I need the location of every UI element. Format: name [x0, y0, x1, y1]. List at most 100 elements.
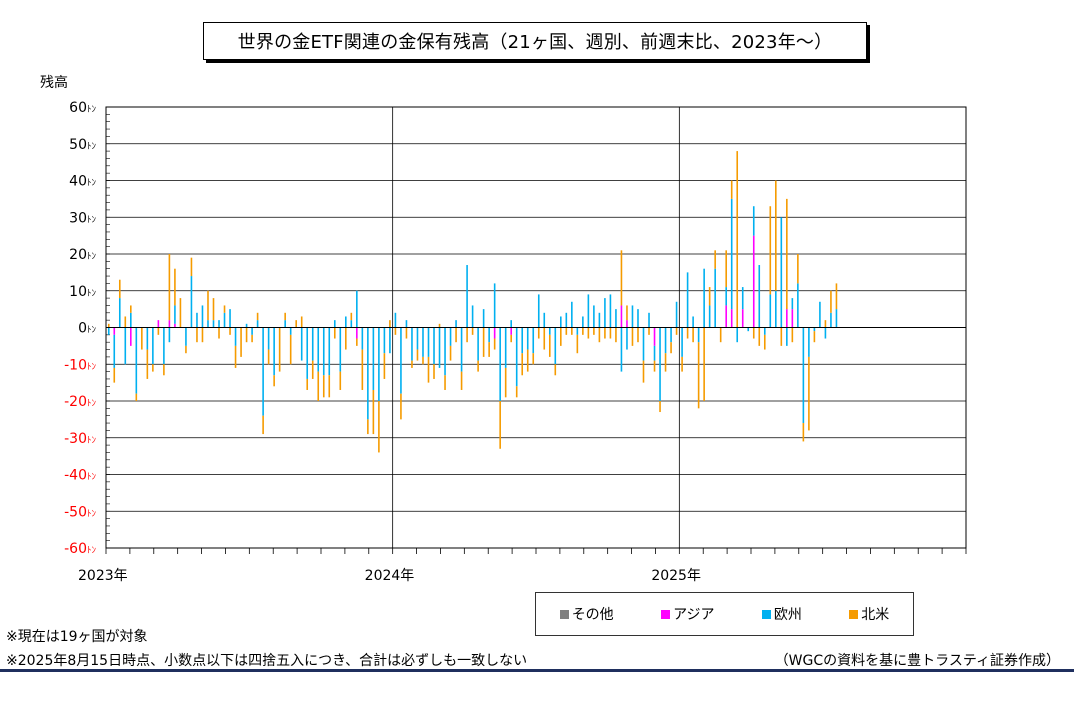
- legend-item-north-america: 北米: [849, 604, 889, 624]
- bar-北米: [830, 290, 832, 313]
- bar-北米: [455, 327, 457, 343]
- bar-欧州: [642, 327, 645, 361]
- bar-アジア: [626, 320, 628, 328]
- bar-欧州: [835, 309, 838, 328]
- bar-北米: [808, 356, 810, 431]
- bar-北米: [207, 290, 209, 321]
- bar-北米: [780, 327, 783, 346]
- bar-欧州: [146, 327, 149, 350]
- bar-欧州: [752, 206, 755, 236]
- bar-欧州: [284, 320, 286, 328]
- bar-北米: [532, 353, 535, 365]
- bar-アジア: [113, 327, 116, 335]
- bar-欧州: [372, 327, 375, 390]
- note-date-rounding: ※2025年8月15日時点、小数点以下は四捨五入につき、合計は必ずしも一致しない: [6, 653, 528, 669]
- bar-北米: [537, 327, 540, 339]
- bar-北米: [306, 378, 309, 390]
- y-tick-label: -20ﾄﾝ: [64, 394, 96, 410]
- bar-北米: [637, 327, 639, 343]
- bar-北米: [791, 327, 794, 343]
- bar-北米: [201, 327, 204, 343]
- y-tick-label: 40ﾄﾝ: [69, 174, 96, 190]
- y-tick-value: 40: [69, 174, 87, 190]
- bar-北米: [389, 320, 391, 328]
- y-axis-label: 残高: [40, 75, 68, 91]
- bar-欧州: [510, 320, 512, 328]
- bar-北米: [212, 298, 215, 321]
- bar-北米: [493, 338, 496, 350]
- bar-欧州: [758, 265, 761, 328]
- bar-欧州: [482, 309, 485, 328]
- bar-欧州: [405, 320, 408, 328]
- legend-item-asia: アジア: [661, 604, 715, 624]
- bar-欧州: [416, 327, 419, 350]
- bar-アジア: [752, 235, 755, 328]
- x-year-label: 2023年: [78, 568, 128, 584]
- bar-北米: [444, 375, 446, 390]
- bar-北米: [587, 327, 590, 339]
- bar-北米: [466, 327, 468, 343]
- y-tick-label: 30ﾄﾝ: [69, 210, 96, 226]
- bar-北米: [383, 353, 386, 379]
- bar-欧州: [130, 312, 132, 328]
- bar-北米: [422, 356, 424, 365]
- bar-欧州: [582, 316, 584, 328]
- bar-欧州: [725, 287, 727, 306]
- bar-北米: [350, 312, 353, 321]
- bar-欧州: [686, 272, 689, 328]
- bar-欧州: [322, 327, 325, 376]
- bar-欧州: [526, 327, 529, 350]
- bar-北米: [333, 327, 336, 339]
- y-tick-unit: ﾄﾝ: [87, 436, 97, 446]
- bar-北米: [730, 180, 733, 199]
- bar-北米: [515, 386, 518, 398]
- y-tick-value: 10: [69, 284, 87, 300]
- bar-北米: [378, 401, 380, 453]
- bar-欧州: [201, 305, 204, 328]
- y-tick-unit: ﾄﾝ: [87, 179, 97, 189]
- bar-北米: [107, 323, 110, 328]
- bar-欧州: [488, 327, 490, 343]
- bar-欧州: [185, 327, 187, 346]
- y-tick-unit: ﾄﾝ: [87, 105, 97, 115]
- bar-北米: [311, 360, 314, 379]
- bar-北米: [609, 327, 612, 339]
- bar-北米: [576, 334, 579, 354]
- bar-北米: [168, 254, 171, 321]
- y-tick-label: -60ﾄﾝ: [64, 541, 96, 557]
- bar-北米: [714, 250, 716, 269]
- bar-北米: [223, 305, 226, 313]
- bar-北米: [163, 364, 165, 376]
- bar-欧州: [174, 305, 176, 324]
- bar-北米: [185, 345, 187, 354]
- bar-欧州: [747, 327, 750, 332]
- bar-北米: [659, 401, 661, 413]
- bar-欧州: [438, 327, 441, 368]
- bar-欧州: [333, 320, 336, 328]
- bar-欧州: [736, 327, 739, 343]
- bar-北米: [190, 257, 193, 277]
- bar-欧州: [460, 327, 463, 372]
- bar-北米: [367, 419, 369, 435]
- bar-欧州: [576, 327, 579, 335]
- legend-swatch-north-america: [849, 609, 859, 619]
- bar-欧州: [565, 312, 568, 328]
- bar-北米: [339, 371, 342, 390]
- bar-欧州: [659, 327, 661, 401]
- bar-北米: [113, 367, 116, 383]
- legend-label-europe: 欧州: [773, 607, 802, 623]
- bar-アジア: [510, 327, 512, 335]
- y-tick-value: -20: [64, 394, 87, 410]
- bar-欧州: [262, 327, 264, 416]
- legend-label-other: その他: [571, 607, 614, 623]
- bar-北米: [124, 316, 127, 328]
- y-tick-label: -50ﾄﾝ: [64, 504, 96, 520]
- bar-北米: [615, 327, 617, 343]
- y-tick-label: 60ﾄﾝ: [69, 100, 96, 116]
- bar-北米: [141, 327, 143, 350]
- y-tick-value: 30: [69, 210, 87, 226]
- bar-北米: [322, 375, 325, 398]
- bar-北米: [482, 327, 485, 357]
- bar-欧州: [808, 327, 810, 357]
- bar-欧州: [118, 298, 121, 328]
